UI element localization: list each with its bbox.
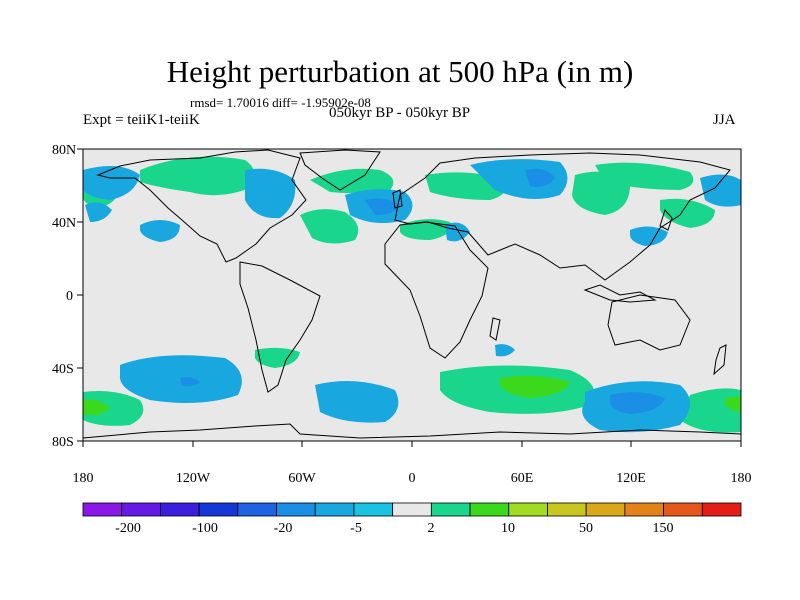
anomaly-positive — [400, 219, 451, 240]
coast-australia — [607, 294, 691, 351]
experiment-label: Expt = teiiK1-teiiK — [83, 112, 200, 128]
colorbar-label: -200 — [115, 521, 141, 536]
anomaly-positive — [255, 347, 300, 368]
coast-japan — [659, 208, 673, 231]
colorbar-swatch — [314, 502, 355, 517]
anomaly-positive — [300, 209, 359, 244]
anomaly-negative — [180, 377, 200, 386]
anomaly-positive — [140, 156, 255, 196]
coastlines — [82, 149, 742, 439]
x-tick-label: 60W — [288, 471, 316, 486]
colorbar-label: 50 — [579, 521, 593, 536]
stats-label: rmsd= 1.70016 diff= -1.95902e-08 — [190, 95, 371, 110]
colorbar-swatch — [82, 502, 123, 517]
anomaly-negative — [470, 159, 568, 199]
coast-north-america — [96, 149, 307, 263]
coast-antarctica — [82, 423, 742, 439]
y-tick-label: 0 — [66, 289, 73, 304]
coast-greenland — [299, 149, 381, 191]
anomaly-positive — [83, 391, 144, 426]
colorbar-swatch — [276, 502, 316, 517]
anomaly-negative — [85, 202, 112, 222]
coast-eurasia — [394, 152, 731, 281]
anomaly-fields — [83, 156, 741, 433]
colorbar-swatch — [585, 502, 626, 517]
map-title: Height perturbation at 500 hPa (in m) — [166, 54, 634, 89]
coast-uk — [392, 189, 403, 209]
colorbar-swatch — [663, 502, 703, 517]
y-tick-label: 40N — [52, 216, 76, 231]
colorbar-label: -20 — [274, 521, 293, 536]
anomaly-positive — [310, 168, 394, 194]
anomaly-negative — [245, 168, 296, 219]
colorbar-label: 10 — [501, 521, 515, 536]
anomaly-negative — [610, 392, 665, 414]
period-label: 050kyr BP - 050kyr BP — [329, 105, 471, 121]
x-tick-label: 0 — [409, 471, 416, 486]
anomaly-negative — [365, 198, 400, 215]
anomaly-negative — [700, 174, 741, 207]
colorbar-label: 150 — [653, 521, 674, 536]
coast-new-zealand — [713, 344, 727, 376]
colorbar-label: -5 — [350, 521, 362, 536]
colorbar-swatch — [237, 502, 277, 517]
colorbar-swatch — [353, 502, 394, 517]
colorbar-label: 2 — [428, 521, 435, 536]
anomaly-negative — [83, 166, 140, 200]
colorbar-swatch — [198, 502, 239, 517]
y-tick-label: 80N — [52, 143, 76, 158]
x-tick-label: 60E — [511, 471, 534, 486]
y-tick-label: 40S — [52, 362, 74, 377]
colorbar-swatch — [508, 502, 548, 517]
anomaly-positive — [725, 396, 741, 412]
x-tick-label: 120W — [176, 471, 211, 486]
x-tick-label: 120E — [616, 471, 646, 486]
anomaly-negative — [525, 168, 555, 187]
colorbar-swatch — [392, 502, 432, 517]
colorbar-swatch — [430, 502, 471, 517]
x-tick-label: 180 — [73, 471, 94, 486]
x-tick-label: 180 — [731, 471, 752, 486]
season-label: JJA — [713, 112, 736, 128]
coast-indonesia — [583, 284, 657, 303]
anomaly-negative — [315, 381, 399, 423]
anomaly-positive — [83, 399, 110, 416]
anomaly-negative — [140, 220, 180, 242]
colorbar-label: -100 — [192, 521, 218, 536]
colorbar-swatch — [121, 502, 161, 517]
coast-south-america — [239, 261, 321, 393]
colorbar-swatch — [701, 502, 742, 517]
anomaly-positive — [660, 198, 715, 228]
y-tick-label: 80S — [52, 435, 74, 450]
anomaly-negative — [495, 344, 515, 357]
coast-africa — [384, 221, 489, 359]
anomaly-positive — [595, 162, 694, 190]
colorbar-swatch — [469, 502, 510, 517]
anomaly-negative — [445, 222, 470, 242]
coast-madagascar — [489, 317, 501, 341]
colorbar-swatch — [547, 502, 587, 517]
colorbar-swatch — [160, 502, 200, 517]
colorbar — [82, 502, 742, 517]
anomaly-positive — [500, 375, 570, 398]
axis-ticks — [77, 148, 742, 447]
colorbar-swatch — [624, 502, 664, 517]
